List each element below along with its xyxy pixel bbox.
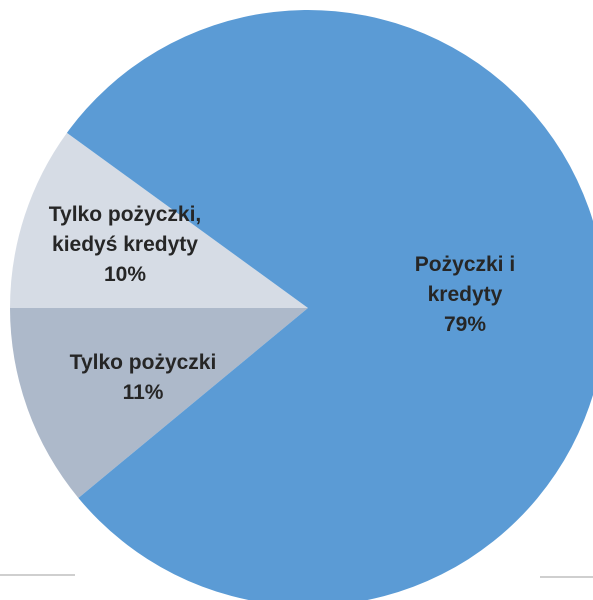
category-label: Tylko pożyczki [69,351,217,374]
category-label: Pożyczki i kredyty [414,253,516,306]
value-label: 10% [103,263,147,286]
value-label: 11% [122,381,164,404]
pie-slice [10,132,308,308]
pie-slice [66,10,593,600]
slice-label: Tylko pożyczki, kiedyś kredyty 10% [49,200,202,290]
value-label: 79% [443,313,487,336]
slice-label: Tylko pożyczki 11% [70,348,217,408]
category-label: Tylko pożyczki, kiedyś kredyty [48,203,202,256]
pie-slice [10,308,308,498]
slice-label: Pożyczki i kredyty 79% [415,250,515,340]
